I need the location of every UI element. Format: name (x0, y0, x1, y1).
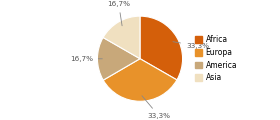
Text: 16,7%: 16,7% (70, 56, 102, 62)
Text: 33,3%: 33,3% (173, 42, 209, 49)
Legend: Africa, Europa, America, Asia: Africa, Europa, America, Asia (192, 32, 240, 85)
Wedge shape (103, 16, 140, 59)
Wedge shape (140, 16, 183, 80)
Text: 33,3%: 33,3% (142, 96, 171, 119)
Wedge shape (97, 38, 140, 80)
Text: 16,7%: 16,7% (107, 1, 130, 26)
Wedge shape (103, 59, 177, 101)
